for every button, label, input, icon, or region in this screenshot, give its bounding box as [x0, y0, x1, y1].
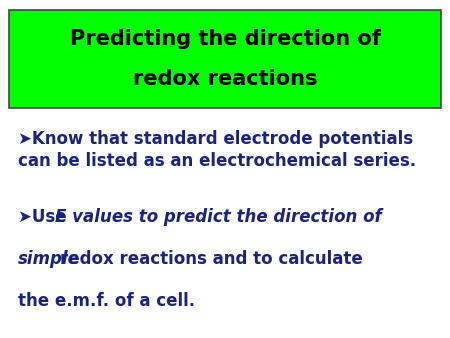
FancyBboxPatch shape: [9, 10, 441, 108]
Text: ➤Use: ➤Use: [18, 208, 72, 226]
Text: simple: simple: [18, 250, 80, 268]
Text: E values to predict the direction of: E values to predict the direction of: [55, 208, 382, 226]
Text: the e.m.f. of a cell.: the e.m.f. of a cell.: [18, 292, 195, 310]
Text: ➤Know that standard electrode potentials
can be listed as an electrochemical ser: ➤Know that standard electrode potentials…: [18, 130, 416, 170]
Text: redox reactions and to calculate: redox reactions and to calculate: [60, 250, 363, 268]
Text: redox reactions: redox reactions: [133, 69, 317, 90]
Text: Predicting the direction of: Predicting the direction of: [70, 29, 380, 49]
